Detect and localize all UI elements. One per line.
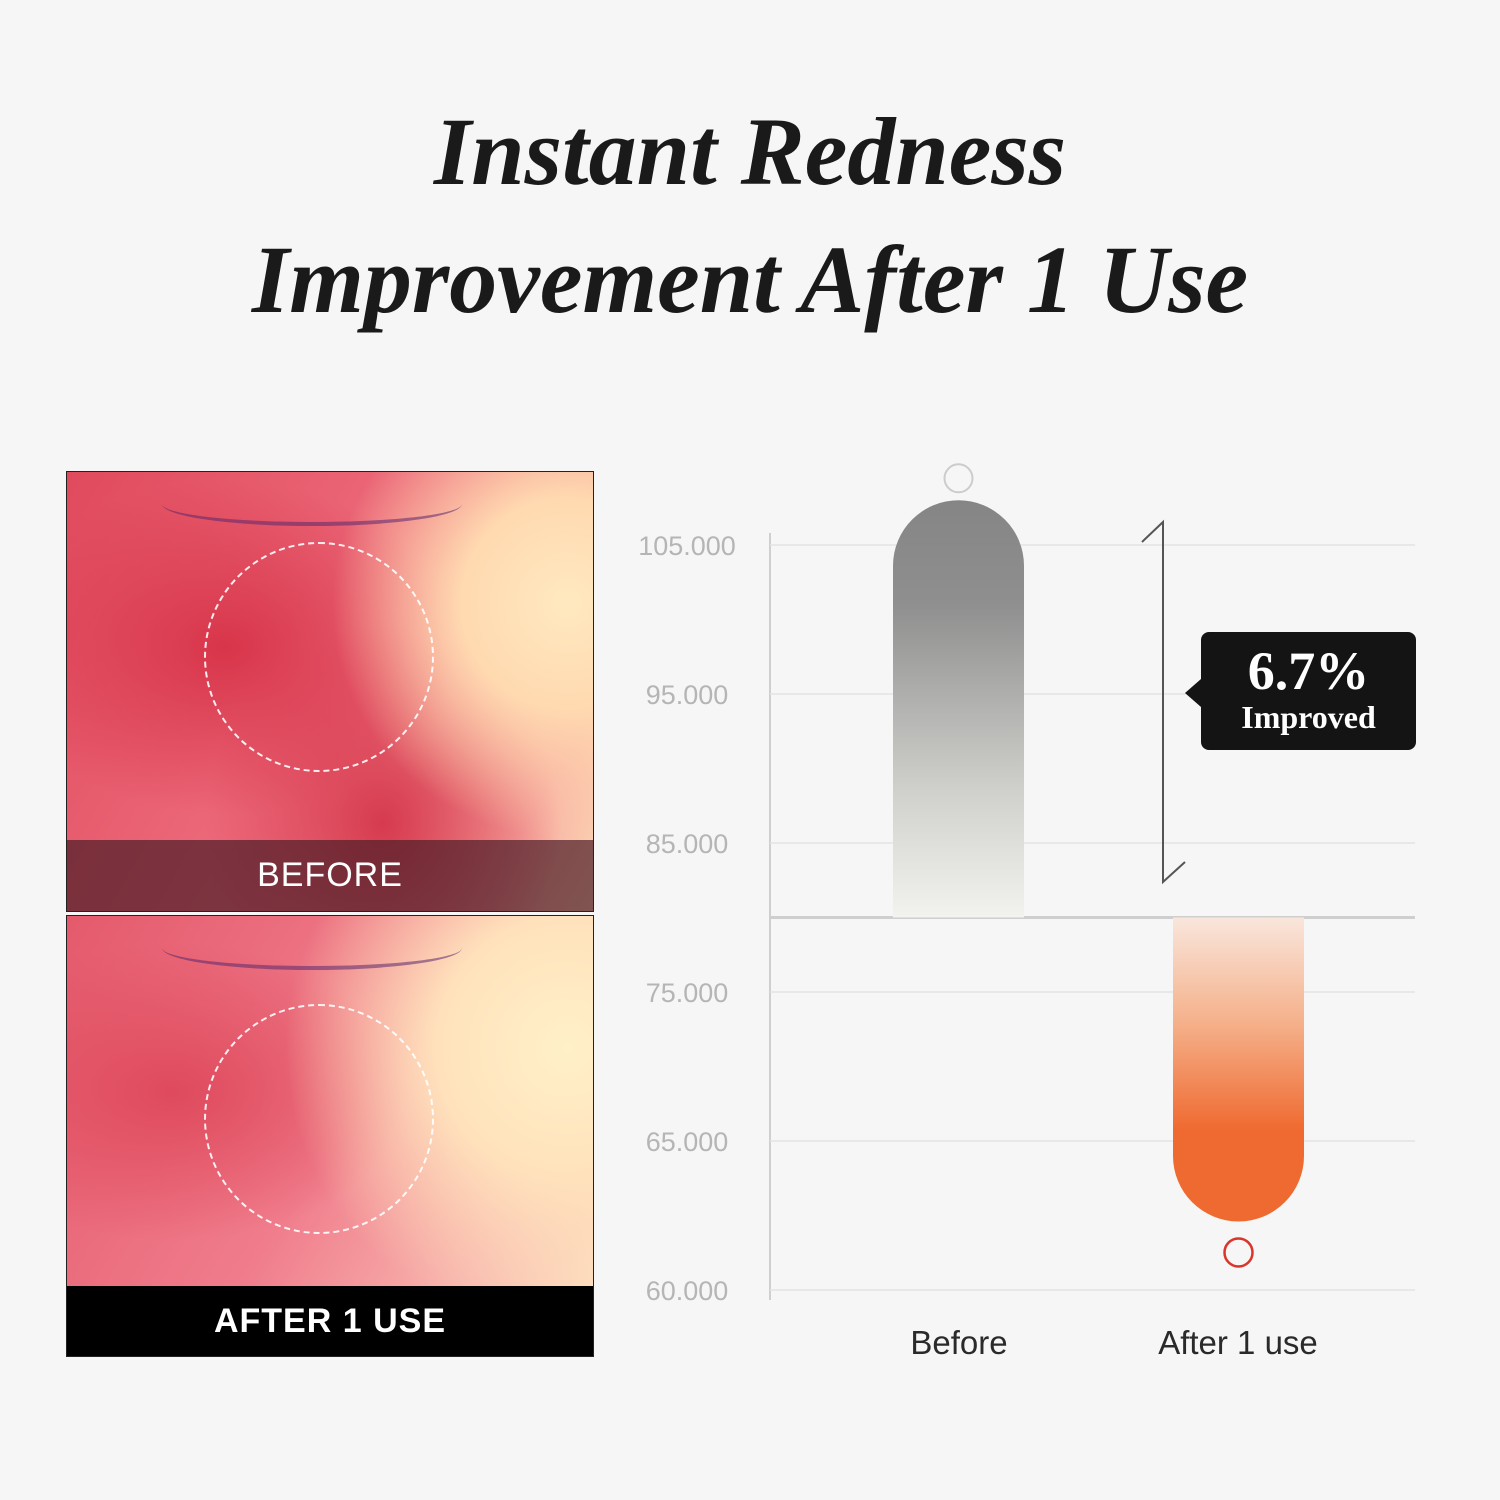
y-tick-label: 75.000 bbox=[646, 978, 729, 1008]
marker-after bbox=[1223, 1237, 1254, 1268]
bar-before bbox=[893, 500, 1024, 918]
eyelash bbox=[162, 482, 462, 526]
dashed-circle bbox=[204, 1004, 434, 1234]
y-tick-label: 60.000 bbox=[646, 1276, 729, 1306]
before-caption: BEFORE bbox=[67, 840, 593, 911]
improvement-callout: 6.7% Improved bbox=[1185, 632, 1416, 750]
dashed-circle bbox=[204, 542, 434, 772]
eyelash bbox=[162, 926, 462, 970]
callout-value: 6.7% bbox=[1247, 641, 1370, 701]
y-tick-label: 85.000 bbox=[646, 829, 729, 859]
title-line-2: Improvement After 1 Use bbox=[251, 226, 1249, 333]
y-tick-label: 65.000 bbox=[646, 1127, 729, 1157]
title-line-1: Instant Redness bbox=[433, 98, 1067, 205]
callout-label: Improved bbox=[1241, 699, 1376, 735]
x-label-before: Before bbox=[910, 1324, 1007, 1361]
before-photo: BEFORE bbox=[66, 471, 594, 912]
after-photo: AFTER 1 USE bbox=[66, 915, 594, 1357]
improvement-bracket bbox=[1141, 519, 1186, 885]
y-tick-label: 95.000 bbox=[646, 680, 729, 710]
after-caption: AFTER 1 USE bbox=[67, 1286, 593, 1356]
y-tick-label: 105.000 bbox=[638, 531, 736, 561]
marker-before bbox=[943, 463, 974, 494]
bar-after bbox=[1173, 917, 1304, 1222]
x-label-after: After 1 use bbox=[1158, 1324, 1318, 1361]
